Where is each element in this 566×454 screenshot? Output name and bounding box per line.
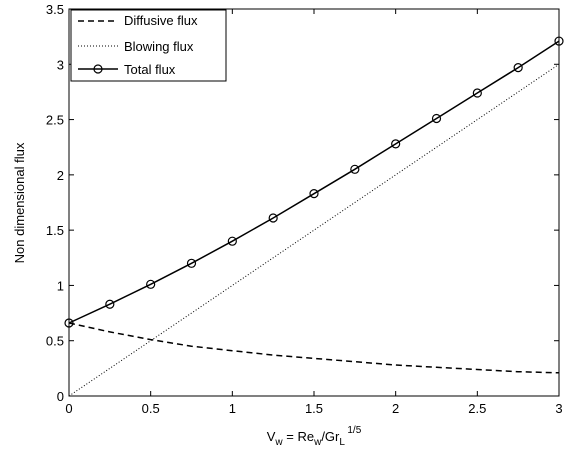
total-flux-marker	[431, 113, 442, 124]
total-flux-marker	[186, 258, 197, 268]
x-tick-label: 1	[229, 401, 236, 416]
x-axis-label: Vw = Rew/GrL 1/5	[267, 425, 362, 448]
x-tick-label: 2.5	[468, 401, 486, 416]
legend-total-label: Total flux	[124, 62, 176, 77]
axis-ticks: 0 0.5 1 1.5 2 2.5 3 0 0.5 1 1.5 2 2.5 3 3.5	[46, 2, 563, 416]
y-tick-label: 0.5	[46, 334, 64, 349]
total-flux-marker	[227, 236, 237, 246]
x-tick-label: 1.5	[305, 401, 323, 416]
y-tick-label: 0	[57, 389, 64, 404]
total-flux-line	[68, 40, 560, 324]
total-flux-marker	[309, 189, 319, 199]
x-tick-label: 3	[555, 401, 562, 416]
legend-blowing-label: Blowing flux	[124, 39, 194, 54]
total-flux-marker	[146, 279, 156, 289]
series-group	[64, 36, 564, 397]
total-flux-marker	[513, 63, 523, 73]
y-tick-label: 3	[57, 57, 64, 72]
x-tick-label: 0.5	[142, 401, 160, 416]
total-flux-marker	[554, 36, 564, 46]
x-tick-label: 2	[392, 401, 399, 416]
y-axis-label: Non dimensional flux	[12, 142, 27, 263]
legend-diffusive-label: Diffusive flux	[124, 13, 198, 28]
blowing-flux-line	[68, 63, 560, 397]
total-flux-marker	[391, 139, 401, 149]
total-flux-marker	[268, 213, 278, 223]
y-tick-label: 1	[57, 278, 64, 293]
legend-total-marker	[93, 64, 103, 74]
total-flux-marker	[350, 164, 360, 174]
y-tick-label: 1.5	[46, 223, 64, 238]
diffusive-flux-line	[68, 322, 560, 374]
legend: Diffusive flux Blowing flux Total flux	[70, 9, 227, 82]
total-flux-marker	[472, 88, 482, 98]
y-tick-label: 3.5	[46, 2, 64, 17]
y-tick-label: 2.5	[46, 113, 64, 128]
y-tick-label: 2	[57, 168, 64, 183]
total-flux-marker	[64, 318, 74, 328]
total-flux-marker	[105, 299, 115, 309]
x-tick-label: 0	[65, 401, 72, 416]
